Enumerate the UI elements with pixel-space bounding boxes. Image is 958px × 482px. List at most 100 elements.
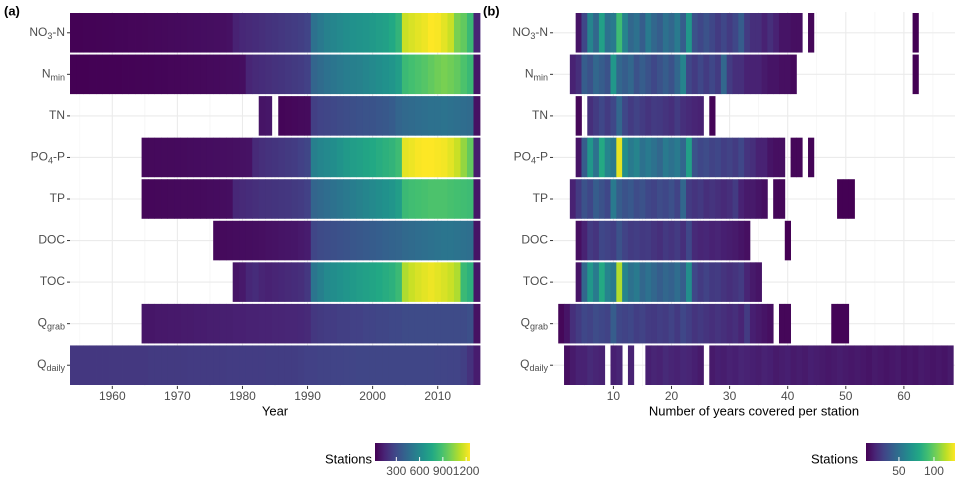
heatmap-cell — [174, 345, 182, 385]
heatmap-cell — [668, 137, 675, 178]
heatmap-cell — [135, 54, 142, 95]
heatmap-cell — [755, 137, 762, 178]
heatmap-cell — [773, 179, 780, 219]
heatmap-cell — [610, 137, 617, 178]
heatmap-cell — [265, 137, 273, 178]
row-label: PO4-P — [514, 150, 548, 166]
heatmap-cell — [587, 54, 594, 95]
heatmap-cell — [323, 137, 331, 178]
heatmap-cell — [252, 54, 260, 95]
heatmap-cell — [356, 179, 364, 219]
heatmap-cell — [369, 137, 377, 178]
heatmap-cell — [941, 345, 948, 385]
heatmap-cell — [639, 54, 646, 95]
heatmap-cell — [427, 303, 435, 344]
heatmap-cell — [109, 13, 116, 53]
row-label: TP — [533, 191, 548, 205]
heatmap-cell — [232, 13, 240, 53]
heatmap-cell — [395, 137, 403, 178]
heatmap-cell — [408, 96, 416, 136]
heatmap-cell — [349, 179, 357, 219]
row-label-sub: 4 — [531, 156, 536, 166]
heatmap-cell — [317, 137, 325, 178]
heatmap-cell — [310, 220, 318, 261]
heatmap-cell — [213, 13, 221, 53]
heatmap-cell — [310, 345, 318, 385]
heatmap-cell — [466, 345, 474, 385]
heatmap-cell — [310, 13, 318, 53]
x-tick-label: 1970 — [164, 389, 191, 403]
heatmap-cell — [715, 179, 722, 219]
heatmap-cell — [375, 303, 383, 344]
heatmap-cell — [239, 345, 247, 385]
heatmap-cell — [680, 220, 687, 261]
heatmap-cell — [761, 179, 768, 219]
heatmap-cell — [219, 220, 227, 261]
heatmap-cell — [382, 54, 390, 95]
colorbar — [375, 443, 470, 461]
heatmap-cell — [187, 13, 195, 53]
heatmap-cell — [680, 345, 687, 385]
heatmap-cell — [587, 137, 594, 178]
heatmap-cell — [297, 262, 305, 302]
heatmap-cell — [622, 303, 629, 344]
heatmap-cell — [726, 54, 733, 95]
heatmap-cell — [460, 303, 468, 344]
heatmap-cell — [323, 13, 331, 53]
heatmap-cell — [732, 137, 739, 178]
heatmap-cell — [128, 54, 136, 95]
heatmap-cell — [200, 137, 208, 178]
heatmap-cell — [767, 303, 774, 344]
heatmap-cell — [395, 179, 403, 219]
heatmap-cell — [304, 303, 312, 344]
heatmap-cell — [691, 137, 699, 178]
row-label-sub: grab — [47, 322, 65, 332]
heatmap-cell — [581, 13, 588, 53]
heatmap-cell — [773, 345, 780, 385]
heatmap-cell — [252, 220, 260, 261]
heatmap-cell — [310, 54, 318, 95]
heatmap-cell — [96, 54, 103, 95]
heatmap-cell — [148, 137, 156, 178]
heatmap-cell — [453, 220, 461, 261]
heatmap-cell — [395, 303, 403, 344]
heatmap-cell — [703, 262, 710, 302]
heatmap-cell — [408, 345, 416, 385]
heatmap-cell — [401, 262, 409, 302]
heatmap-cell — [656, 345, 664, 385]
colorbar — [866, 443, 955, 461]
heatmap-cell — [401, 137, 409, 178]
heatmap-cell — [633, 179, 640, 219]
heatmap-cell — [587, 262, 594, 302]
heatmap-cell — [633, 303, 640, 344]
heatmap-cell — [598, 137, 606, 178]
heatmap-cell — [284, 13, 292, 53]
heatmap-cell — [645, 13, 652, 53]
heatmap-cell — [447, 179, 455, 219]
heatmap-cell — [336, 13, 344, 53]
heatmap-cell — [720, 220, 728, 261]
heatmap-cell — [421, 96, 429, 136]
heatmap-cell — [252, 262, 260, 302]
heatmap-cell — [304, 137, 312, 178]
heatmap-cell — [343, 262, 351, 302]
heatmap-cell — [414, 345, 422, 385]
heatmap-cell — [395, 54, 403, 95]
heatmap-cell — [598, 220, 606, 261]
heatmap-cell — [336, 220, 344, 261]
heatmap-cell — [70, 345, 77, 385]
heatmap-cell — [466, 262, 474, 302]
heatmap-cell — [382, 303, 390, 344]
heatmap-cell — [639, 220, 646, 261]
row-label: NO3-N — [29, 25, 65, 41]
heatmap-cell — [232, 179, 240, 219]
heatmap-cell — [796, 345, 803, 385]
heatmap-cell — [662, 96, 670, 136]
heatmap-cell — [593, 13, 600, 53]
heatmap-cell — [323, 54, 331, 95]
heatmap-cell — [382, 137, 390, 178]
heatmap-cell — [575, 13, 582, 53]
heatmap-cell — [102, 345, 110, 385]
heatmap-cell — [749, 179, 757, 219]
heatmap-cell — [362, 13, 370, 53]
